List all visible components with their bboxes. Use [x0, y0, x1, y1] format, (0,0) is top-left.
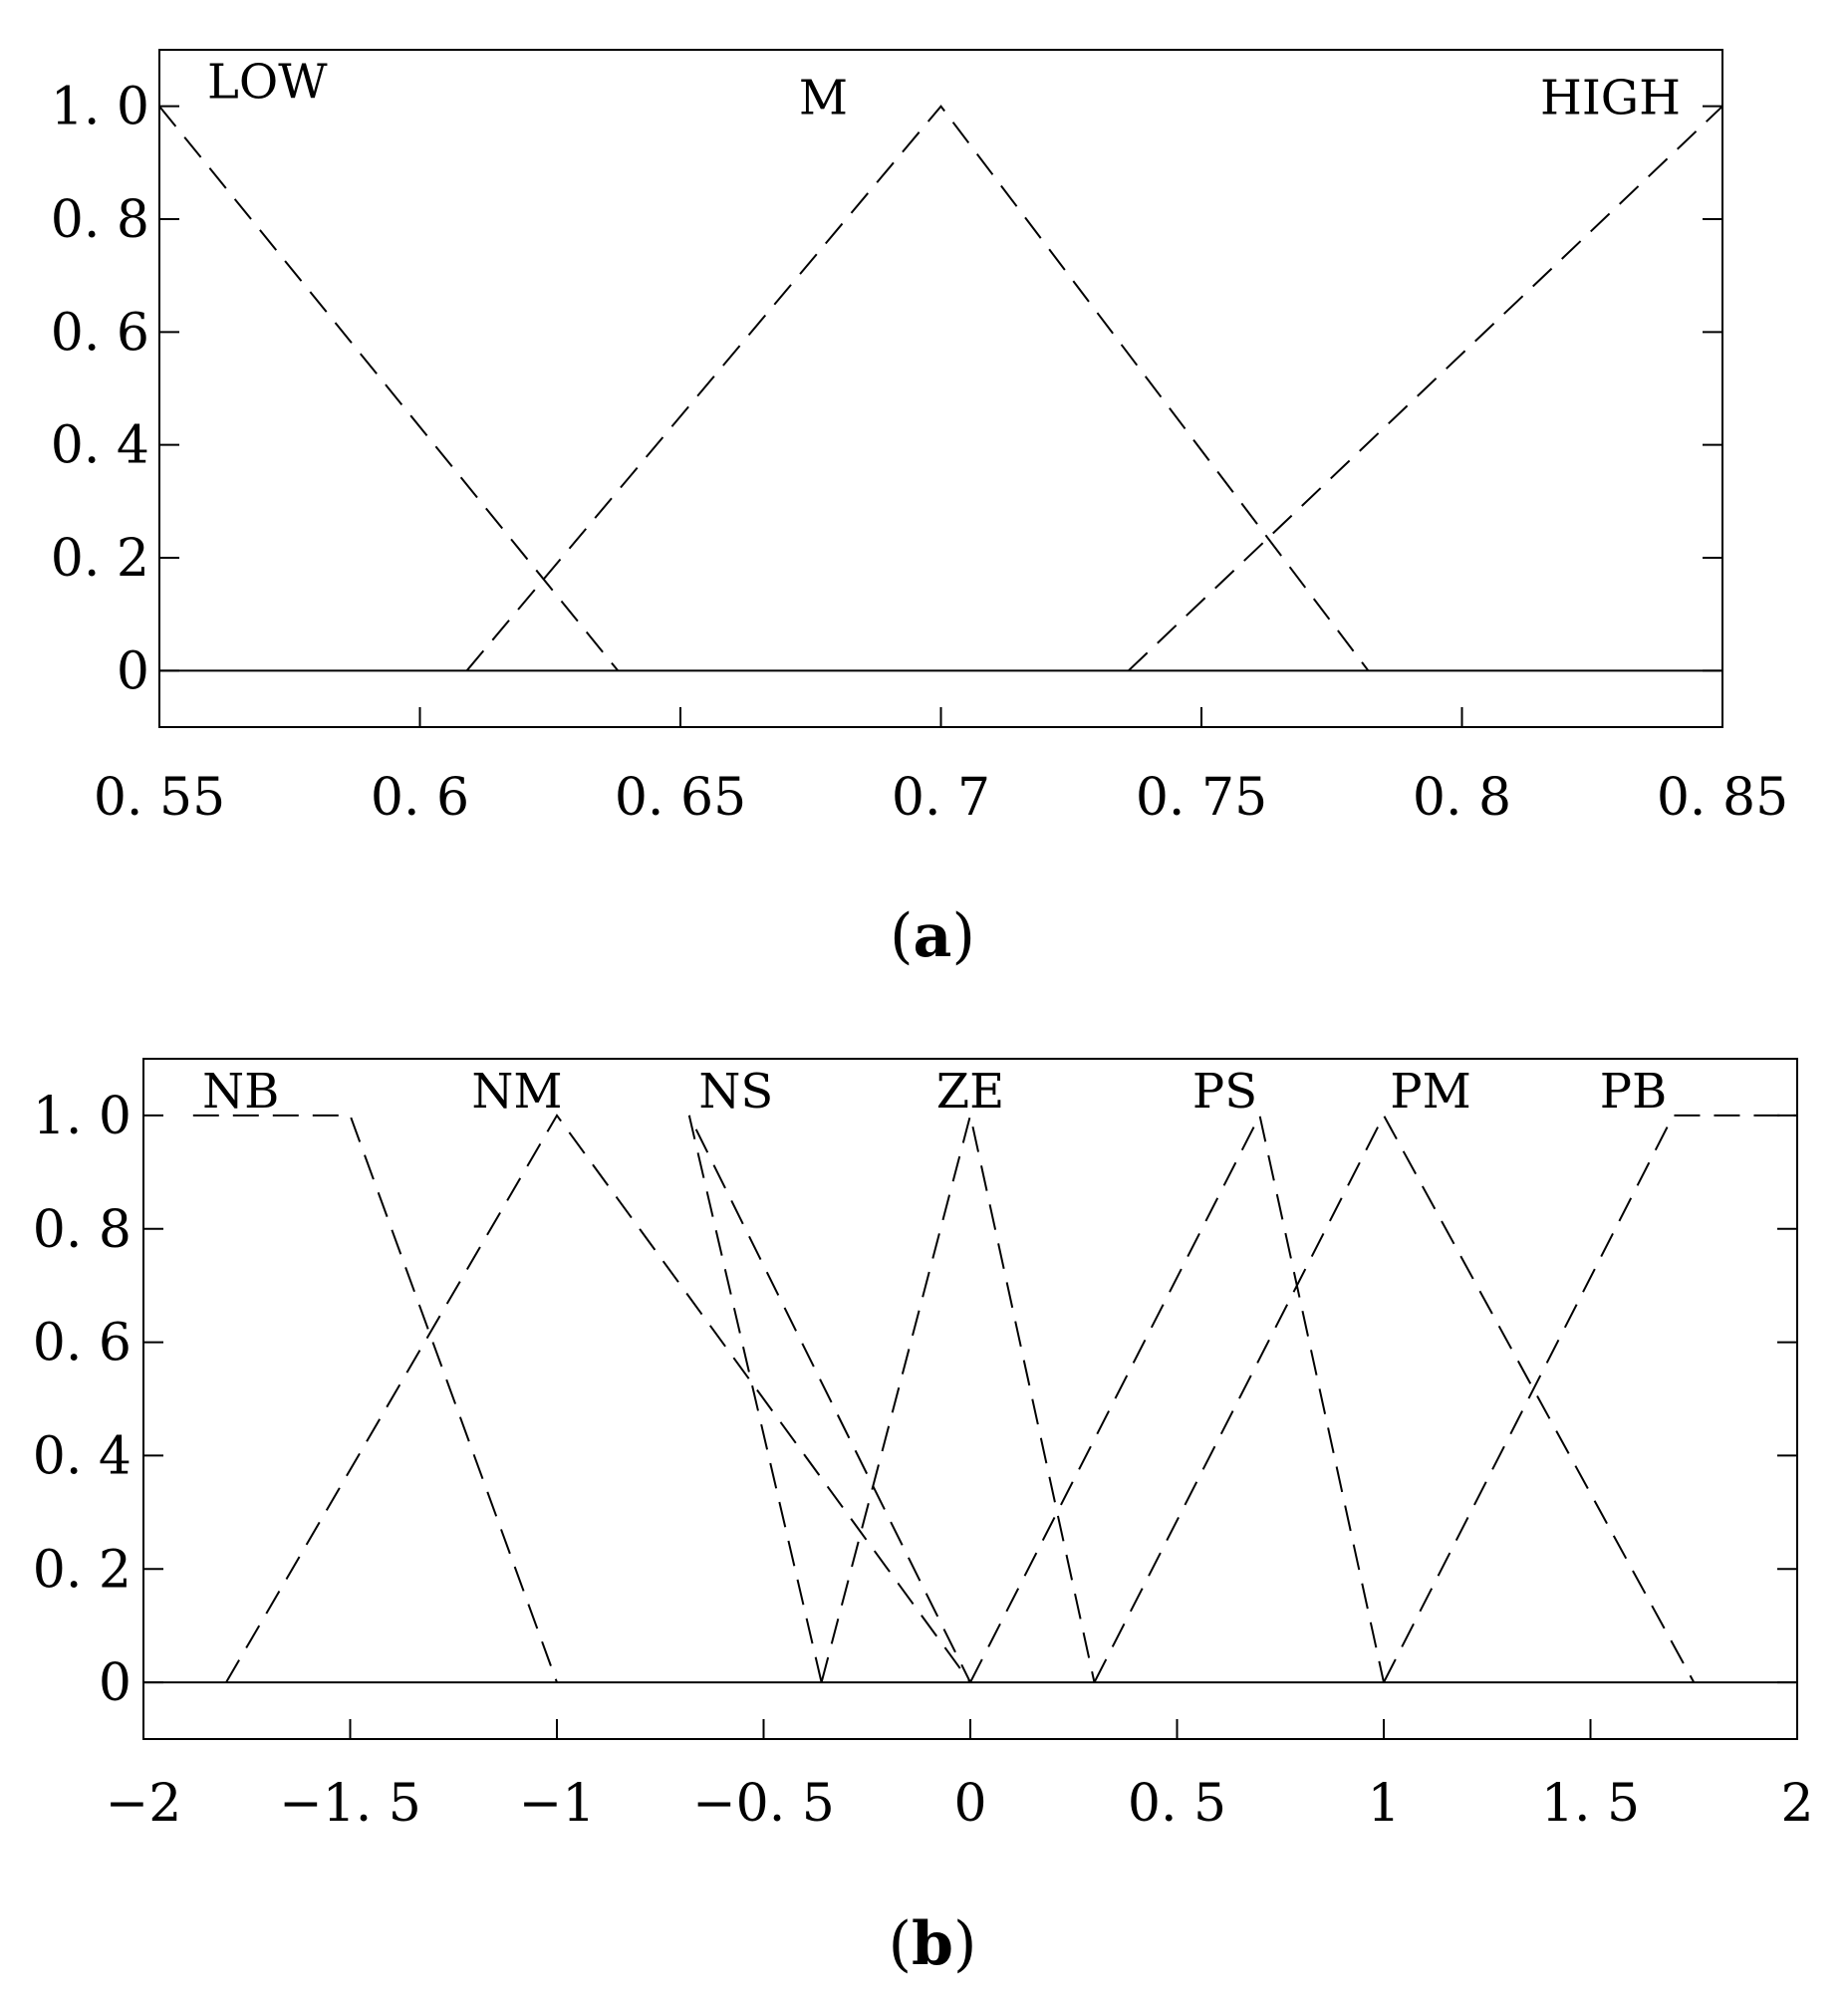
x-tick-label: 0. 75 [1136, 768, 1267, 828]
series-ps-label: PS [1192, 1064, 1257, 1120]
series-ns-label: NS [698, 1064, 773, 1120]
x-tick-label: 0. 7 [892, 768, 990, 828]
x-tick-label: 0. 55 [94, 768, 225, 828]
x-tick-label: −0. 5 [692, 1774, 835, 1834]
x-tick-label: 2 [1780, 1774, 1813, 1834]
series-m-line [465, 105, 1370, 671]
series-ns-line [687, 1115, 971, 1683]
x-tick-label: 0. 8 [1413, 768, 1511, 828]
x-tick-label: 0 [953, 1774, 986, 1834]
plot-frame [158, 49, 1723, 728]
x-tick-label: −2 [106, 1774, 182, 1834]
series-pb-line [1383, 1114, 1797, 1683]
caption-a-letter: a [914, 901, 952, 971]
x-tick-label: 0. 85 [1657, 768, 1788, 828]
chart-panel-a: 0. 55 0. 6 0. 65 0. 7 0. 75 0. 8 0. 85 0 0. 2 0. … [51, 49, 1788, 828]
series-low-label: LOW [207, 55, 328, 111]
x-tick-label: −1. 5 [279, 1774, 421, 1834]
y-tick-label: 1. 0 [33, 1087, 132, 1146]
caption-b-letter: b [912, 1909, 953, 1979]
caption-a: (a) [890, 901, 975, 971]
series-nb-line [192, 1114, 558, 1683]
series-nb-label: NB [202, 1064, 279, 1120]
series-low-line [158, 106, 619, 671]
x-tick-label: −1 [519, 1774, 596, 1834]
x-tick-label: 0. 5 [1128, 1774, 1226, 1834]
y-tick-label: 0. 6 [51, 303, 149, 363]
series-ps-line [969, 1112, 1385, 1683]
x-tick-label: 1 [1367, 1774, 1400, 1834]
y-tick-label: 0. 2 [33, 1540, 132, 1600]
series-high-label: HIGH [1540, 71, 1681, 126]
series-ze-line [820, 1115, 1096, 1683]
chart-panel-b: −2 −1. 5 −1 −0. 5 0 0. 5 1 1. 5 2 0 0. 2 0. 4 0. 6 0.… [33, 1058, 1814, 1834]
series-pm-label: PM [1390, 1064, 1470, 1120]
y-tick-label: 0 [99, 1653, 132, 1713]
series-nm-label: NM [471, 1064, 562, 1120]
y-tick-label: 0. 6 [33, 1314, 132, 1374]
y-tick-label: 0. 4 [33, 1426, 132, 1486]
series-ze-label: ZE [936, 1064, 1004, 1120]
series-pm-line [1093, 1113, 1696, 1683]
series-pb-label: PB [1600, 1064, 1668, 1120]
y-tick-label: 1. 0 [51, 78, 149, 137]
series-m-label: M [799, 71, 848, 126]
series-nm-line [225, 1114, 971, 1683]
caption-b: (b) [889, 1909, 977, 1979]
y-tick-label: 0. 4 [51, 416, 149, 476]
series-high-line [1128, 105, 1723, 672]
y-tick-label: 0. 8 [33, 1200, 132, 1260]
x-tick-label: 0. 65 [615, 768, 746, 828]
x-tick-label: 1. 5 [1541, 1774, 1640, 1834]
y-tick-label: 0 [117, 641, 149, 701]
y-tick-label: 0. 8 [51, 190, 149, 250]
x-tick-label: 0. 6 [371, 768, 469, 828]
y-tick-label: 0. 2 [51, 529, 149, 589]
